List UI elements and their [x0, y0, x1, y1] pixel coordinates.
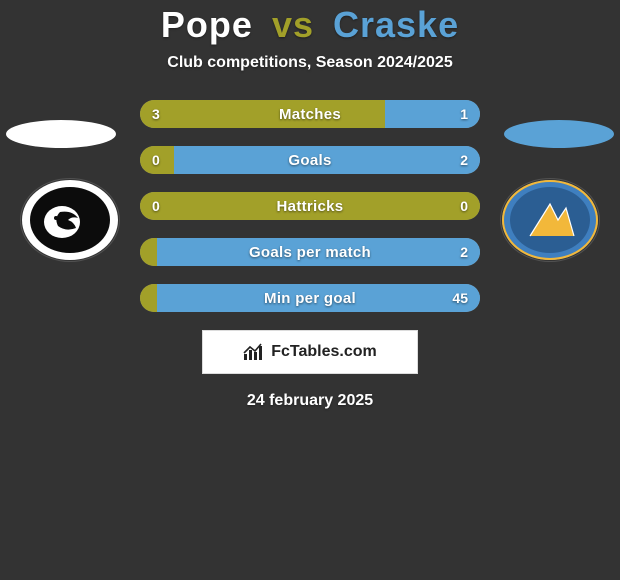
date-text: 24 february 2025 [0, 392, 620, 410]
vs-label: vs [272, 4, 314, 45]
brand-chart-icon [243, 343, 265, 361]
club-badge-right [500, 178, 600, 262]
badge-right-icon [500, 178, 600, 262]
stat-row: 45Min per goal [140, 284, 480, 312]
subtitle: Club competitions, Season 2024/2025 [0, 54, 620, 72]
right-disc [504, 120, 614, 148]
stat-label: Hattricks [140, 192, 480, 220]
stat-row: 31Matches [140, 100, 480, 128]
stat-label: Min per goal [140, 284, 480, 312]
page-title: Pope vs Craske [0, 4, 620, 46]
badge-left-icon [20, 178, 120, 262]
stat-row: 2Goals per match [140, 238, 480, 266]
stat-row: 00Hattricks [140, 192, 480, 220]
brand-box[interactable]: FcTables.com [202, 330, 418, 374]
player1-name: Pope [161, 4, 253, 45]
stat-row: 02Goals [140, 146, 480, 174]
club-badge-left [20, 178, 120, 262]
stat-label: Goals [140, 146, 480, 174]
brand-text: FcTables.com [271, 343, 377, 361]
left-disc [6, 120, 116, 148]
stat-label: Matches [140, 100, 480, 128]
stat-label: Goals per match [140, 238, 480, 266]
stat-bars: 31Matches 02Goals 00Hattricks 2Goals per ma… [140, 100, 480, 312]
comparison-stage: 31Matches 02Goals 00Hattricks 2Goals per ma… [0, 100, 620, 312]
player2-name: Craske [333, 4, 459, 45]
